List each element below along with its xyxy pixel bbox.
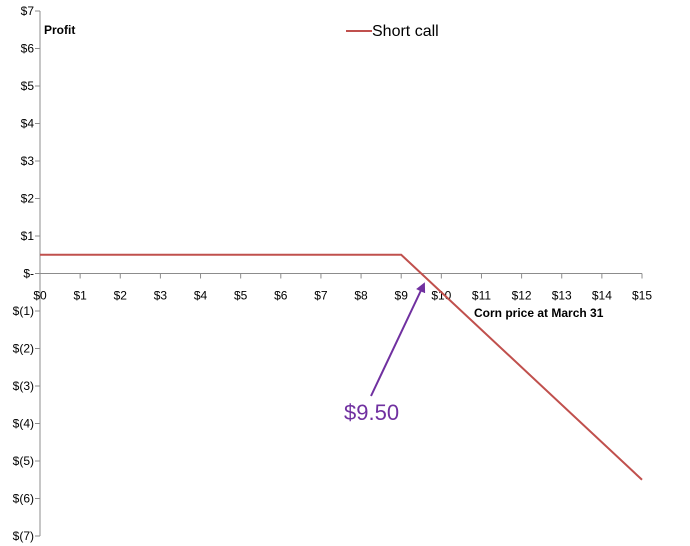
annotation: $9.50 <box>344 282 426 425</box>
x-tick-label: $4 <box>194 289 208 303</box>
x-axis: $0 $1 $2 $3 $4 $5 $6 $7 $8 $9 $10 $11 $12 $13 $14 $15 <box>33 273 652 303</box>
x-tick-label: $14 <box>592 289 612 303</box>
annotation-arrow <box>370 282 426 397</box>
y-tick-label: $2 <box>21 192 35 206</box>
x-tick-label: $15 <box>632 289 652 303</box>
legend: Short call <box>346 23 439 40</box>
legend-label-short-call: Short call <box>372 23 439 40</box>
y-tick-label: $- <box>23 267 34 281</box>
y-axis-title: Profit <box>44 23 75 37</box>
x-tick-label: $2 <box>114 289 128 303</box>
x-tick-label: $1 <box>73 289 87 303</box>
x-tick-label: $3 <box>154 289 168 303</box>
series-layer <box>40 253 643 481</box>
x-tick-label: $5 <box>234 289 248 303</box>
y-tick-label: $1 <box>21 229 35 243</box>
x-tick-label: $9 <box>395 289 409 303</box>
y-tick-label: $(6) <box>13 492 34 506</box>
y-tick-label: $(4) <box>13 417 34 431</box>
x-tick-label: $12 <box>512 289 532 303</box>
y-tick-label: $4 <box>21 117 35 131</box>
y-tick-label: $(5) <box>13 454 34 468</box>
annotation-label: $9.50 <box>344 400 399 425</box>
y-tick-label: $7 <box>21 4 35 18</box>
y-axis: $7 $6 $5 $4 $3 $2 $1 $- $(1) $(2) $(3) $(4) $(5) $(6)… <box>13 4 41 543</box>
y-tick-label: $(1) <box>13 304 34 318</box>
y-tick-label: $3 <box>21 154 35 168</box>
x-tick-label: $0 <box>33 289 47 303</box>
x-tick-label: $13 <box>552 289 572 303</box>
x-tick-label: $8 <box>354 289 368 303</box>
y-tick-label: $6 <box>21 42 35 56</box>
x-axis-title: Corn price at March 31 <box>474 306 604 320</box>
x-tick-label: $10 <box>431 289 451 303</box>
y-tick-label: $(3) <box>13 379 34 393</box>
y-tick-label: $(7) <box>13 529 34 543</box>
y-tick-label: $5 <box>21 79 35 93</box>
x-tick-label: $11 <box>472 289 491 303</box>
series-line-short-call <box>40 253 643 481</box>
y-tick-label: $(2) <box>13 342 34 356</box>
x-tick-label: $7 <box>314 289 328 303</box>
x-tick-label: $6 <box>274 289 288 303</box>
